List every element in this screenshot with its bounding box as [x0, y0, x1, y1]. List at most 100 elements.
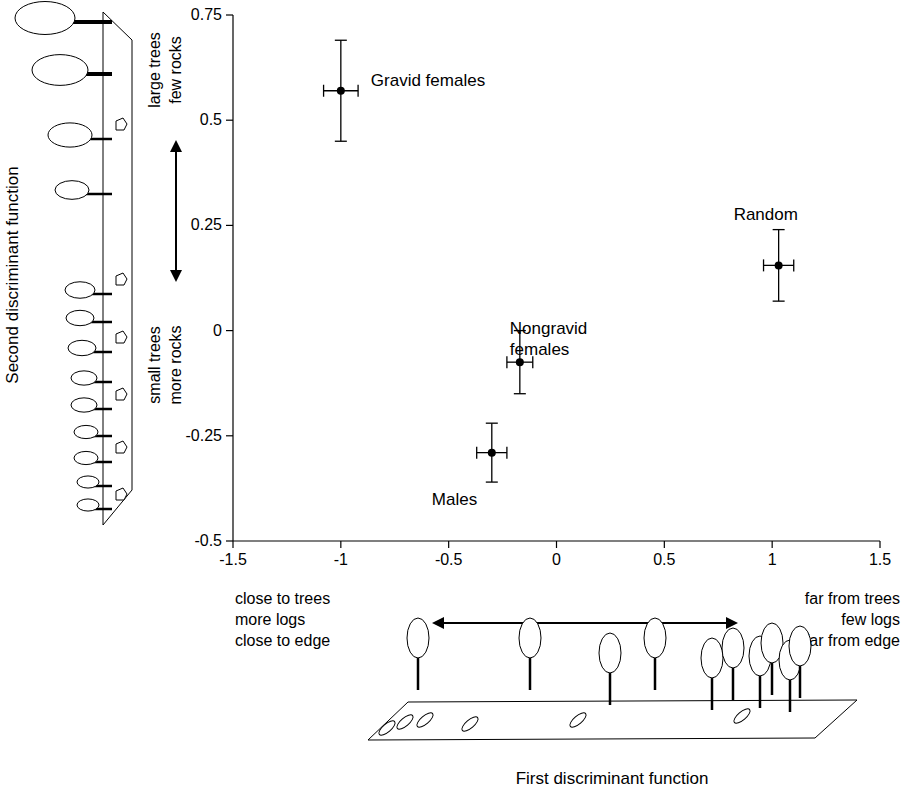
x-tick [340, 541, 341, 548]
y-tick [226, 330, 233, 331]
annotation-line: far from trees [805, 590, 900, 607]
x-tick [232, 541, 233, 548]
log [377, 719, 397, 738]
tree-crown [701, 638, 723, 678]
annotation-line: more logs [235, 611, 305, 628]
annotation-line: close to trees [235, 590, 330, 607]
x-error-cap [763, 259, 764, 271]
tree-crown [48, 123, 92, 147]
axis-annotation: large treesfew rocks [146, 32, 184, 108]
annotation-line: few logs [841, 611, 900, 628]
point [488, 449, 496, 457]
x-error-bar [477, 447, 507, 459]
plane [103, 12, 132, 525]
y-error-cap [514, 393, 526, 394]
x-tick-label: -0.5 [435, 551, 463, 568]
x-tick-label: 1.5 [869, 551, 891, 568]
rock [116, 488, 127, 500]
point-label: Nongravid females [510, 319, 588, 359]
tree-crown [32, 55, 88, 86]
arrow [440, 622, 730, 624]
rock [116, 273, 127, 285]
point-label: Gravid females [371, 71, 485, 90]
y-tick-label: 0 [213, 322, 222, 339]
tree-crown [68, 340, 96, 355]
point-label-line: females [510, 340, 570, 359]
x-tick-label: 0.5 [653, 551, 675, 568]
annotation-line: small trees [146, 326, 163, 403]
x-tick-label: -1.5 [219, 551, 247, 568]
x-error-cap [506, 356, 507, 368]
annotation-line: more rocks [167, 325, 184, 404]
x-tick [448, 541, 449, 548]
log [415, 711, 435, 730]
y-tick [226, 14, 233, 15]
x-tick [772, 541, 773, 548]
x-error-cap [357, 85, 358, 97]
x-tick-label: -1 [334, 551, 348, 568]
tree-crown [77, 476, 99, 488]
y-tick-label: -0.5 [194, 532, 222, 549]
x-error-bar [764, 259, 794, 271]
rock [116, 388, 127, 400]
x-error-cap [506, 447, 507, 459]
annotation-line: few rocks [167, 36, 184, 104]
tree-crown [789, 626, 811, 666]
tree-crown [15, 2, 75, 35]
x-error-cap [323, 85, 324, 97]
y-error-cap [773, 300, 785, 301]
tree-crown [71, 398, 97, 412]
y-error-cap [486, 423, 498, 424]
arrow-head [170, 270, 182, 282]
rock [116, 441, 127, 453]
y-error-cap [773, 229, 785, 230]
rock [116, 118, 127, 130]
tree-crown [644, 618, 666, 658]
y-tick-label: 0.25 [191, 216, 222, 233]
point-label: Males [432, 490, 477, 509]
y-tick [226, 435, 233, 436]
y-axis-title: Second discriminant function [3, 166, 22, 383]
log [568, 711, 588, 730]
axis-annotation: small treesmore rocks [146, 325, 184, 404]
point-label-line: Nongravid [510, 319, 588, 338]
y-tick-label: -0.25 [186, 427, 223, 444]
x-error-bar [324, 85, 359, 97]
x-tick-label: 0 [552, 551, 561, 568]
tree-crown [722, 628, 744, 668]
point-label: Random [734, 205, 798, 224]
tree-crown [74, 425, 98, 438]
y-error-cap [486, 481, 498, 482]
tree-crown [71, 371, 97, 385]
tree-crown [407, 618, 429, 658]
x-tick-label: 1 [768, 551, 777, 568]
tree-crown [65, 282, 95, 299]
y-error-cap [335, 40, 347, 41]
tree-crown [66, 310, 94, 325]
axis-annotation: close to treesmore logsclose to edge [235, 590, 330, 649]
y-tick [226, 120, 233, 121]
plane [368, 700, 857, 740]
y-axis [232, 15, 233, 541]
point [516, 358, 524, 366]
y-tick-label: 0.75 [191, 6, 222, 23]
x-error-cap [476, 447, 477, 459]
y-tick [226, 540, 233, 541]
tree-crown [599, 633, 621, 673]
x-tick [556, 541, 557, 548]
log [732, 707, 752, 726]
point [337, 87, 345, 95]
plot-area [324, 40, 794, 482]
rock [116, 331, 127, 343]
axis-annotation: far from trees few logs far from edge [805, 590, 900, 649]
x-error-cap [793, 259, 794, 271]
x-axis-title: First discriminant function [516, 769, 709, 788]
arrow [175, 148, 177, 274]
tree-crown [77, 499, 99, 511]
y-tick-label: 0.5 [200, 111, 222, 128]
x-tick [664, 541, 665, 548]
log [460, 715, 480, 734]
annotation-line: far from edge [805, 632, 900, 649]
illustration-left [15, 2, 132, 526]
x-tick [879, 541, 880, 548]
